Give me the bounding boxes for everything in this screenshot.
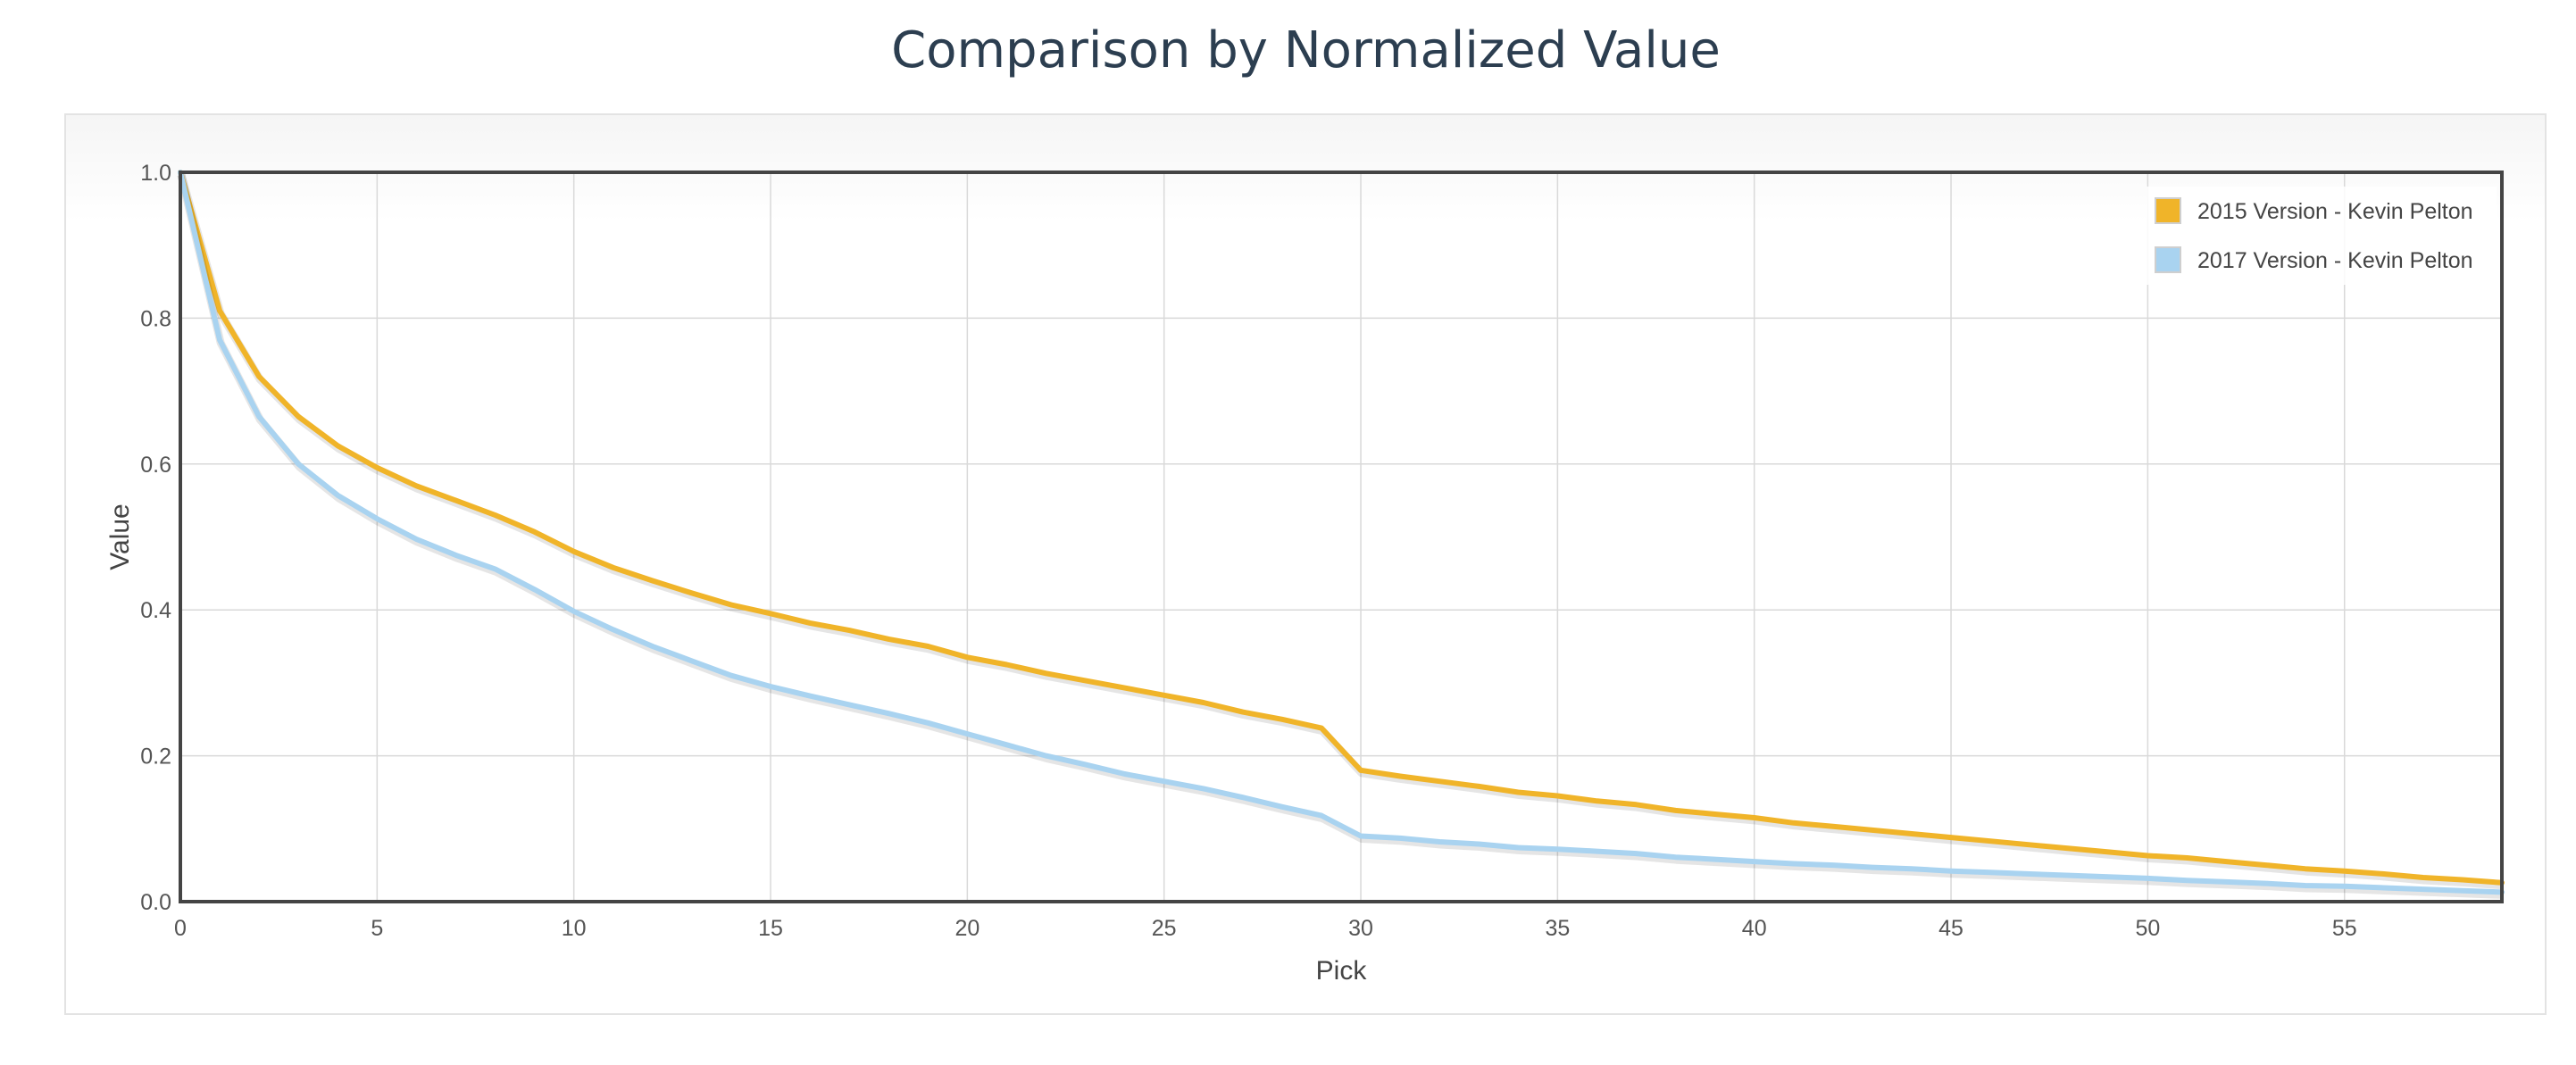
x-tick-label: 5	[371, 916, 383, 941]
chart-panel: 0 5 10 15 20 25 30 35 40 45 50 55 0.0 0.2 0.4 0.6 0.8 1.0…	[64, 113, 2547, 1015]
x-tick-label: 35	[1545, 916, 1570, 941]
series-lines	[177, 170, 2505, 899]
y-tick-label: 0.0	[140, 890, 171, 915]
x-tick-label: 40	[1742, 916, 1767, 941]
x-tick-label: 20	[955, 916, 980, 941]
y-axis-title: Value	[105, 503, 135, 570]
x-tick-label: 10	[562, 916, 587, 941]
x-tick-label: 0	[174, 916, 187, 941]
line-chart: 0 5 10 15 20 25 30 35 40 45 50 55 0.0 0.2 0.4 0.6 0.8 1.0…	[105, 161, 2505, 986]
y-tick-label: 0.8	[140, 306, 171, 331]
y-tick-label: 0.2	[140, 745, 171, 770]
y-tick-label: 1.0	[140, 161, 171, 186]
x-tick-label: 55	[2332, 916, 2357, 941]
legend-label: 2015 Version - Kevin Pelton	[2197, 199, 2473, 224]
series-line-0[interactable]	[178, 170, 2505, 886]
x-tick-label: 50	[2135, 916, 2160, 941]
plot-frame	[179, 171, 2504, 903]
x-tick-label: 15	[758, 916, 783, 941]
y-tick-label: 0.4	[140, 598, 171, 623]
tick-labels: 0 5 10 15 20 25 30 35 40 45 50 55 0.0 0.2 0.4 0.6 0.8 1.0	[140, 161, 2356, 941]
series-line-1[interactable]	[178, 170, 2505, 895]
legend-swatch	[2155, 246, 2181, 273]
x-axis-title: Pick	[1316, 956, 1368, 986]
legend-swatch	[2155, 197, 2181, 224]
x-tick-label: 25	[1152, 916, 1177, 941]
chart-title: Comparison by Normalized Value	[891, 21, 1721, 79]
y-tick-label: 0.6	[140, 453, 171, 478]
legend[interactable]: 2015 Version - Kevin Pelton 2017 Version …	[2147, 187, 2497, 285]
legend-label: 2017 Version - Kevin Pelton	[2197, 248, 2473, 273]
x-tick-label: 45	[1938, 916, 1963, 941]
legend-background	[2147, 187, 2497, 285]
x-tick-label: 30	[1348, 916, 1373, 941]
